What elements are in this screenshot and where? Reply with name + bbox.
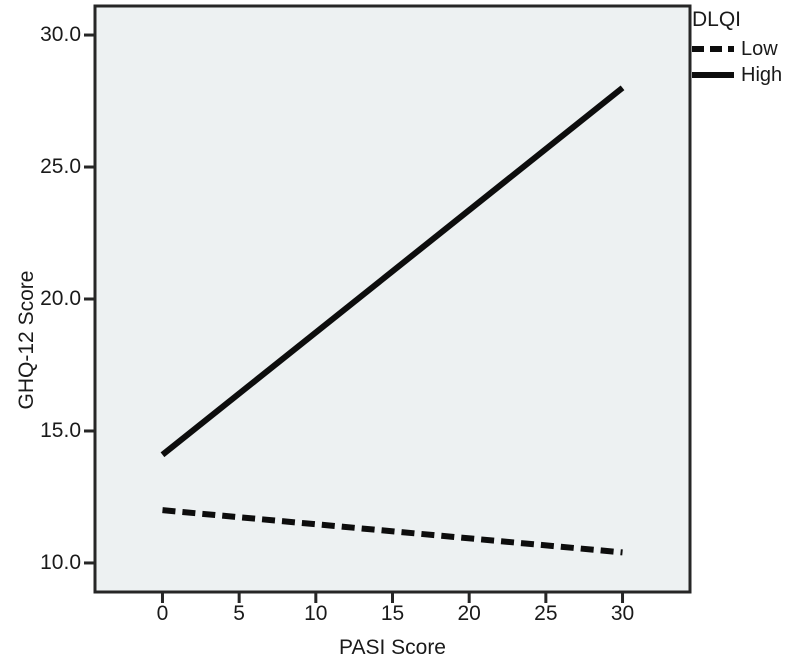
- solid-line-sample-icon: [692, 72, 734, 78]
- series-line-low: [162, 507, 623, 556]
- x-tick-label: 25: [534, 602, 558, 625]
- x-tick-label: 15: [380, 602, 405, 625]
- dashed-line-sample-icon: [692, 46, 734, 52]
- x-tick-label: 30: [610, 602, 635, 625]
- x-tick-label: 5: [233, 602, 245, 625]
- legend-label-high: High: [741, 64, 783, 86]
- series-line-high: [160, 85, 625, 458]
- x-axis-title: PASI Score: [339, 636, 446, 659]
- y-tick-label: 30.0: [40, 23, 81, 47]
- legend-label-low: Low: [741, 38, 778, 60]
- x-tick-label: 10: [304, 602, 328, 625]
- y-tick-label: 15.0: [40, 418, 81, 442]
- legend-item-low: Low: [692, 38, 788, 60]
- y-tick-label: 25.0: [40, 155, 81, 179]
- legend: DLQI Low High: [692, 8, 788, 90]
- x-tick-label: 20: [457, 602, 481, 625]
- y-tick-label: 20.0: [40, 287, 81, 310]
- y-tick-label: 10.0: [40, 550, 81, 574]
- plot-area: [93, 4, 692, 594]
- legend-title: DLQI: [692, 8, 742, 31]
- legend-item-high: High: [692, 64, 788, 86]
- x-tick-label: 0: [156, 602, 169, 625]
